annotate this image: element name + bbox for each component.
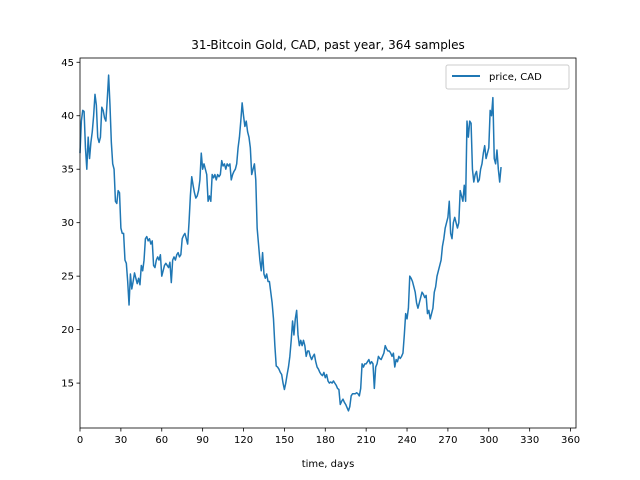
y-tick-label: 30 [61,218,74,229]
x-tick-label: 120 [234,435,253,446]
x-tick-label: 180 [316,435,335,446]
y-tick-label: 15 [61,379,74,390]
x-tick-label: 330 [520,435,539,446]
x-tick-label: 300 [479,435,498,446]
x-tick-label: 150 [275,435,294,446]
x-tick-label: 0 [77,435,83,446]
x-tick-label: 90 [196,435,209,446]
x-tick-label: 60 [155,435,168,446]
chart-title: 31-Bitcoin Gold, CAD, past year, 364 sam… [191,38,465,52]
x-tick-label: 210 [357,435,376,446]
legend-label: price, CAD [489,72,542,83]
legend: price, CAD [445,64,570,90]
legend-box [445,64,570,90]
axes-frame [79,57,577,429]
series-line-0 [79,74,502,412]
y-tick-label: 45 [61,58,74,69]
x-axis-label: time, days [302,459,355,470]
x-tick-label: 240 [397,435,416,446]
plot-area [79,74,502,412]
x-tick-label: 30 [115,435,128,446]
y-tick-label: 40 [61,111,74,122]
x-axis: 0 30 60 90 120 150 180 210 240 270 300 330 360 [77,428,580,446]
x-tick-label: 360 [561,435,580,446]
y-tick-label: 20 [61,325,74,336]
y-tick-label: 35 [61,165,74,176]
y-tick-label: 25 [61,272,74,283]
x-tick-label: 270 [438,435,457,446]
y-axis: 15 20 25 30 35 40 45 [61,58,80,390]
